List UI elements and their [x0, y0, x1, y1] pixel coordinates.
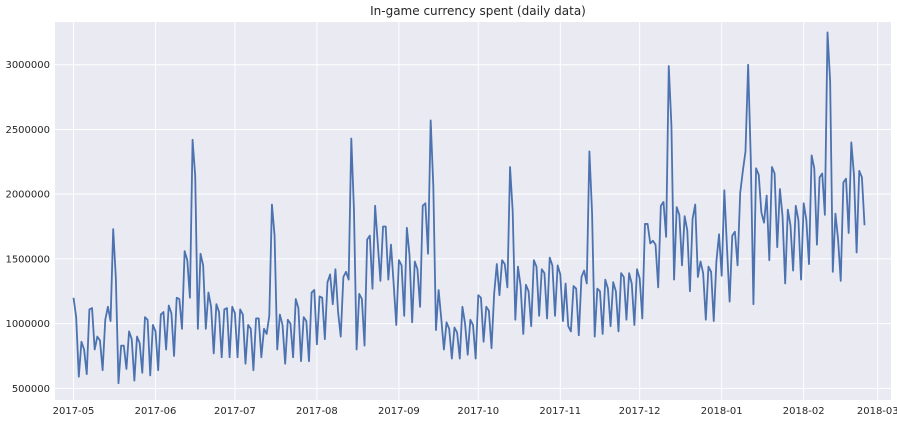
y-tick-label: 500000 [12, 384, 50, 395]
x-tick-label: 2017-06 [135, 406, 177, 417]
series-line [72, 31, 866, 385]
y-tick-label: 2500000 [5, 125, 50, 136]
y-axis: 500000 1000000 1500000 2000000 2500000 300000… [5, 60, 50, 395]
x-tick-label: 2017-12 [619, 406, 661, 417]
y-tick-label: 1500000 [5, 254, 50, 265]
x-axis: 2017-05 2017-06 2017-07 2017-08 2017-09 2017-… [53, 406, 897, 417]
y-tick-label: 1000000 [5, 319, 50, 330]
x-tick-label: 2017-10 [457, 406, 499, 417]
x-tick-label: 2017-11 [539, 406, 581, 417]
chart-title: In-game currency spent (daily data) [370, 4, 586, 18]
x-tick-label: 2018-01 [701, 406, 743, 417]
x-tick-label: 2017-09 [378, 406, 420, 417]
x-tick-label: 2018-02 [783, 406, 825, 417]
x-tick-label: 2018-03 [857, 406, 897, 417]
x-tick-label: 2017-07 [214, 406, 256, 417]
y-tick-label: 3000000 [5, 60, 50, 71]
x-tick-label: 2017-05 [53, 406, 95, 417]
y-tick-label: 2000000 [5, 190, 50, 201]
x-tick-label: 2017-08 [296, 406, 338, 417]
